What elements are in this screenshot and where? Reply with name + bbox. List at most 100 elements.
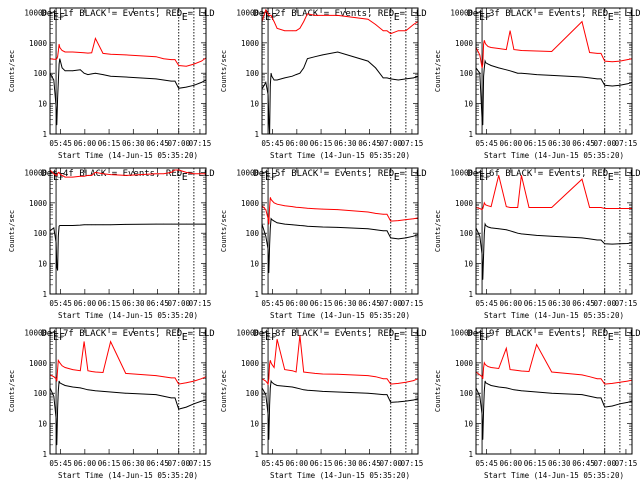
- series-line: [475, 20, 633, 68]
- series-point: [303, 389, 305, 391]
- marker-label: F: [485, 332, 491, 343]
- series-point: [386, 230, 388, 232]
- series-point: [386, 378, 388, 380]
- y-axis-label: Counts/sec: [220, 210, 228, 252]
- series-point: [276, 222, 278, 224]
- series-line: [475, 380, 633, 440]
- chart-panel-8: Det_8f BLACK = Events, RED = LLD Counts/s…: [220, 327, 427, 480]
- marker-label: F: [271, 12, 277, 23]
- plot-frame: [475, 7, 633, 135]
- series-point: [581, 76, 583, 78]
- series-point: [483, 254, 484, 255]
- series-point: [270, 218, 272, 220]
- series-point: [481, 376, 483, 378]
- series-line: [49, 169, 206, 178]
- x-axis-label: Start Time (14-Jun-15 05:35:20): [58, 471, 198, 480]
- y-tick-label: 10: [250, 100, 260, 109]
- series-point: [291, 386, 293, 388]
- chart-title: Det_8f BLACK = Events, RED = LLD: [253, 329, 426, 339]
- series-point: [269, 15, 270, 16]
- series-point: [483, 390, 485, 392]
- x-tick-label: 07:00: [379, 139, 402, 148]
- y-tick-label: 10: [250, 260, 260, 269]
- series-point: [163, 223, 164, 225]
- x-tick-label: 06:15: [98, 299, 121, 308]
- series-point: [386, 213, 388, 215]
- series-point: [513, 369, 515, 371]
- x-tick-label: 06:00: [74, 459, 97, 468]
- series-point: [405, 78, 407, 80]
- series-point: [551, 235, 553, 237]
- marker-label: E: [608, 332, 614, 343]
- series-point: [269, 227, 271, 229]
- series-point: [57, 360, 59, 361]
- x-tick-label: 07:00: [379, 459, 402, 468]
- series-point: [413, 218, 414, 220]
- x-tick-label: 05:45: [261, 139, 284, 148]
- series-point: [56, 266, 58, 267]
- series-point: [382, 77, 384, 79]
- series-point: [303, 67, 305, 69]
- chart-panel-9: Det_9f BLACK = Events, RED = LLD Counts/s…: [434, 327, 640, 480]
- series-point: [268, 272, 270, 274]
- series-point: [627, 208, 628, 209]
- series-point: [53, 395, 55, 397]
- series-point: [178, 169, 180, 171]
- series-point: [375, 213, 376, 214]
- x-tick-label: 07:00: [593, 299, 616, 308]
- series-point: [61, 383, 63, 385]
- series-point: [102, 53, 104, 54]
- series-point: [481, 254, 483, 255]
- y-tick-label: 10000: [236, 168, 259, 177]
- series-point: [163, 79, 164, 81]
- series-point: [536, 74, 537, 75]
- series-point: [83, 52, 85, 54]
- marker-label: F: [59, 12, 65, 23]
- series-point: [95, 371, 96, 373]
- series-point: [307, 389, 308, 391]
- series-point: [528, 234, 530, 235]
- y-tick-label: 10000: [24, 168, 47, 177]
- series-point: [375, 376, 376, 378]
- series-point: [413, 380, 414, 381]
- series-point: [482, 124, 484, 126]
- series-line: [49, 58, 207, 125]
- series-point: [322, 373, 323, 375]
- series-line: [261, 379, 419, 440]
- series-point: [83, 341, 85, 342]
- series-point: [589, 238, 590, 240]
- x-tick-label: 05:45: [261, 459, 284, 468]
- y-tick-label: 100: [245, 229, 259, 238]
- x-tick-label: 06:30: [548, 459, 571, 468]
- marker-label: E: [394, 12, 400, 23]
- chart-title: Det_1f BLACK = Events, RED = LLD: [41, 9, 214, 19]
- series-point: [155, 223, 157, 225]
- series-point: [611, 85, 613, 87]
- series-point: [170, 172, 172, 173]
- series-point: [397, 238, 399, 240]
- series-point: [521, 175, 522, 176]
- y-tick-label: 1: [254, 290, 259, 299]
- series-point: [87, 370, 89, 372]
- series-point: [291, 206, 293, 207]
- series-point: [483, 362, 485, 364]
- series-point: [589, 77, 590, 79]
- series-point: [337, 51, 339, 53]
- series-point: [53, 376, 55, 378]
- x-tick-label: 06:30: [334, 299, 357, 308]
- series-point: [59, 58, 61, 60]
- series-point: [55, 58, 57, 60]
- x-axis-label: Start Time (14-Jun-15 05:35:20): [484, 311, 624, 320]
- y-axis-label: Counts/sec: [220, 370, 228, 412]
- series-point: [178, 65, 180, 66]
- series-point: [322, 54, 323, 56]
- series-point: [178, 87, 180, 89]
- series-point: [295, 224, 297, 226]
- x-tick-label: 06:00: [286, 139, 309, 148]
- x-tick-label: 05:45: [261, 299, 284, 308]
- series-point: [125, 76, 127, 78]
- y-axis-label: Counts/sec: [8, 50, 16, 92]
- marker-label: F: [485, 172, 491, 183]
- series-point: [382, 213, 384, 215]
- series-point: [276, 203, 278, 205]
